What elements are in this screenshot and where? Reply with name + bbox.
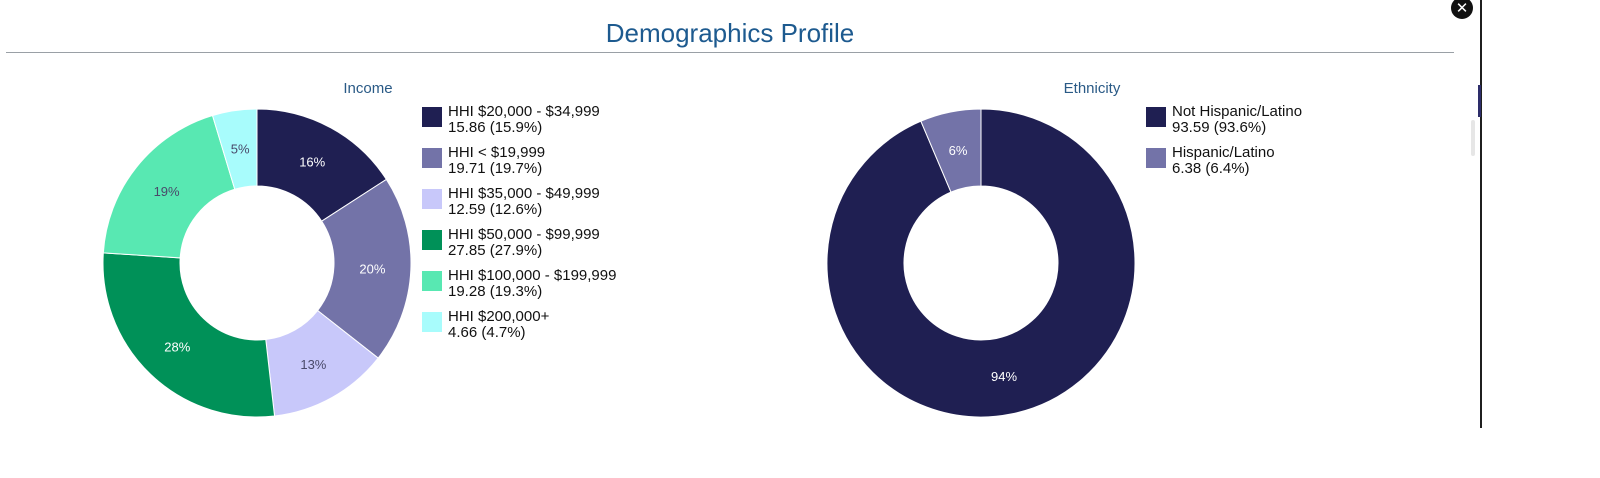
legend-label: HHI < $19,999 19.71 (19.7%)	[448, 145, 545, 177]
panel-border	[1480, 0, 1482, 428]
legend-label: HHI $35,000 - $49,999 12.59 (12.6%)	[448, 186, 600, 218]
data-label-hispanic-latino: 6%	[949, 143, 968, 158]
legend-series-value: 6.38 (6.4%)	[1172, 160, 1250, 177]
legend-swatch	[422, 189, 442, 209]
legend-label: Hispanic/Latino 6.38 (6.4%)	[1172, 145, 1275, 177]
legend-label: HHI $100,000 - $199,999 19.28 (19.3%)	[448, 268, 616, 300]
data-label-hhi-35-000-49-999: 13%	[300, 357, 326, 372]
title-divider	[6, 52, 1454, 53]
legend-swatch	[422, 230, 442, 250]
legend-swatch	[422, 271, 442, 291]
legend-series-name: HHI $100,000 - $199,999	[448, 267, 617, 284]
legend-swatch	[422, 148, 442, 168]
scrollbar-thumb[interactable]	[1471, 120, 1475, 156]
slice-hhi-200-000[interactable]	[211, 108, 258, 190]
legend-swatch	[422, 312, 442, 332]
legend-series-value: 27.85 (27.9%)	[448, 242, 543, 259]
legend-label: Not Hispanic/Latino 93.59 (93.6%)	[1172, 104, 1302, 136]
ethnicity-donut-chart: 94% 6%	[826, 108, 1136, 418]
demographics-modal: Demographics Profile Income 16% 20% 13% 28%…	[6, 18, 1454, 418]
legend-series-name: HHI $50,000 - $99,999	[448, 226, 600, 243]
legend-swatch	[1146, 148, 1166, 168]
legend-series-value: 4.66 (4.7%)	[448, 324, 526, 341]
legend-series-value: 12.59 (12.6%)	[448, 201, 543, 218]
legend-series-value: 93.59 (93.6%)	[1172, 119, 1267, 136]
data-label-not-hispanic-latino: 94%	[991, 369, 1017, 384]
data-label-hhi-50-000-99-999: 28%	[164, 340, 190, 355]
legend-swatch	[1146, 107, 1166, 127]
data-label-hhi-100-000-199-999: 19%	[154, 184, 180, 199]
legend-label: HHI $200,000+ 4.66 (4.7%)	[448, 309, 549, 341]
legend-label: HHI $50,000 - $99,999 27.85 (27.9%)	[448, 227, 600, 259]
legend-series-name: HHI $200,000+	[448, 308, 550, 325]
legend-series-value: 19.28 (19.3%)	[448, 283, 543, 300]
legend-series-value: 15.86 (15.9%)	[448, 119, 543, 136]
legend-swatch	[422, 107, 442, 127]
data-label-hhi-200-000: 5%	[231, 142, 250, 157]
legend-label: HHI $20,000 - $34,999 15.86 (15.9%)	[448, 104, 600, 136]
page-title: Demographics Profile	[605, 18, 855, 48]
slice-hhi-100-000-199-999[interactable]	[102, 114, 236, 259]
data-label-hhi-19-999: 20%	[359, 261, 385, 276]
legend-series-name: HHI < $19,999	[448, 144, 546, 161]
slice-hispanic-latino[interactable]	[920, 108, 982, 193]
legend-series-name: Hispanic/Latino	[1172, 144, 1275, 161]
income-donut-chart: 16% 20% 13% 28% 19% 5%	[102, 108, 412, 418]
close-icon[interactable]: ✕	[1451, 0, 1473, 19]
scrollbar-track-marker	[1478, 85, 1481, 117]
legend-series-value: 19.71 (19.7%)	[448, 160, 543, 177]
income-chart-title: Income	[343, 80, 393, 97]
slice-not-hispanic-latino[interactable]	[826, 108, 1136, 418]
slice-hhi-50-000-99-999[interactable]	[102, 252, 276, 418]
legend-series-name: HHI $20,000 - $34,999	[448, 103, 600, 120]
data-label-hhi-20-000-34-999: 16%	[299, 155, 325, 170]
legend-series-name: HHI $35,000 - $49,999	[448, 185, 600, 202]
legend-series-name: Not Hispanic/Latino	[1172, 103, 1303, 120]
slice-hhi-19-999[interactable]	[316, 178, 412, 359]
ethnicity-chart-title: Ethnicity	[1063, 80, 1121, 97]
